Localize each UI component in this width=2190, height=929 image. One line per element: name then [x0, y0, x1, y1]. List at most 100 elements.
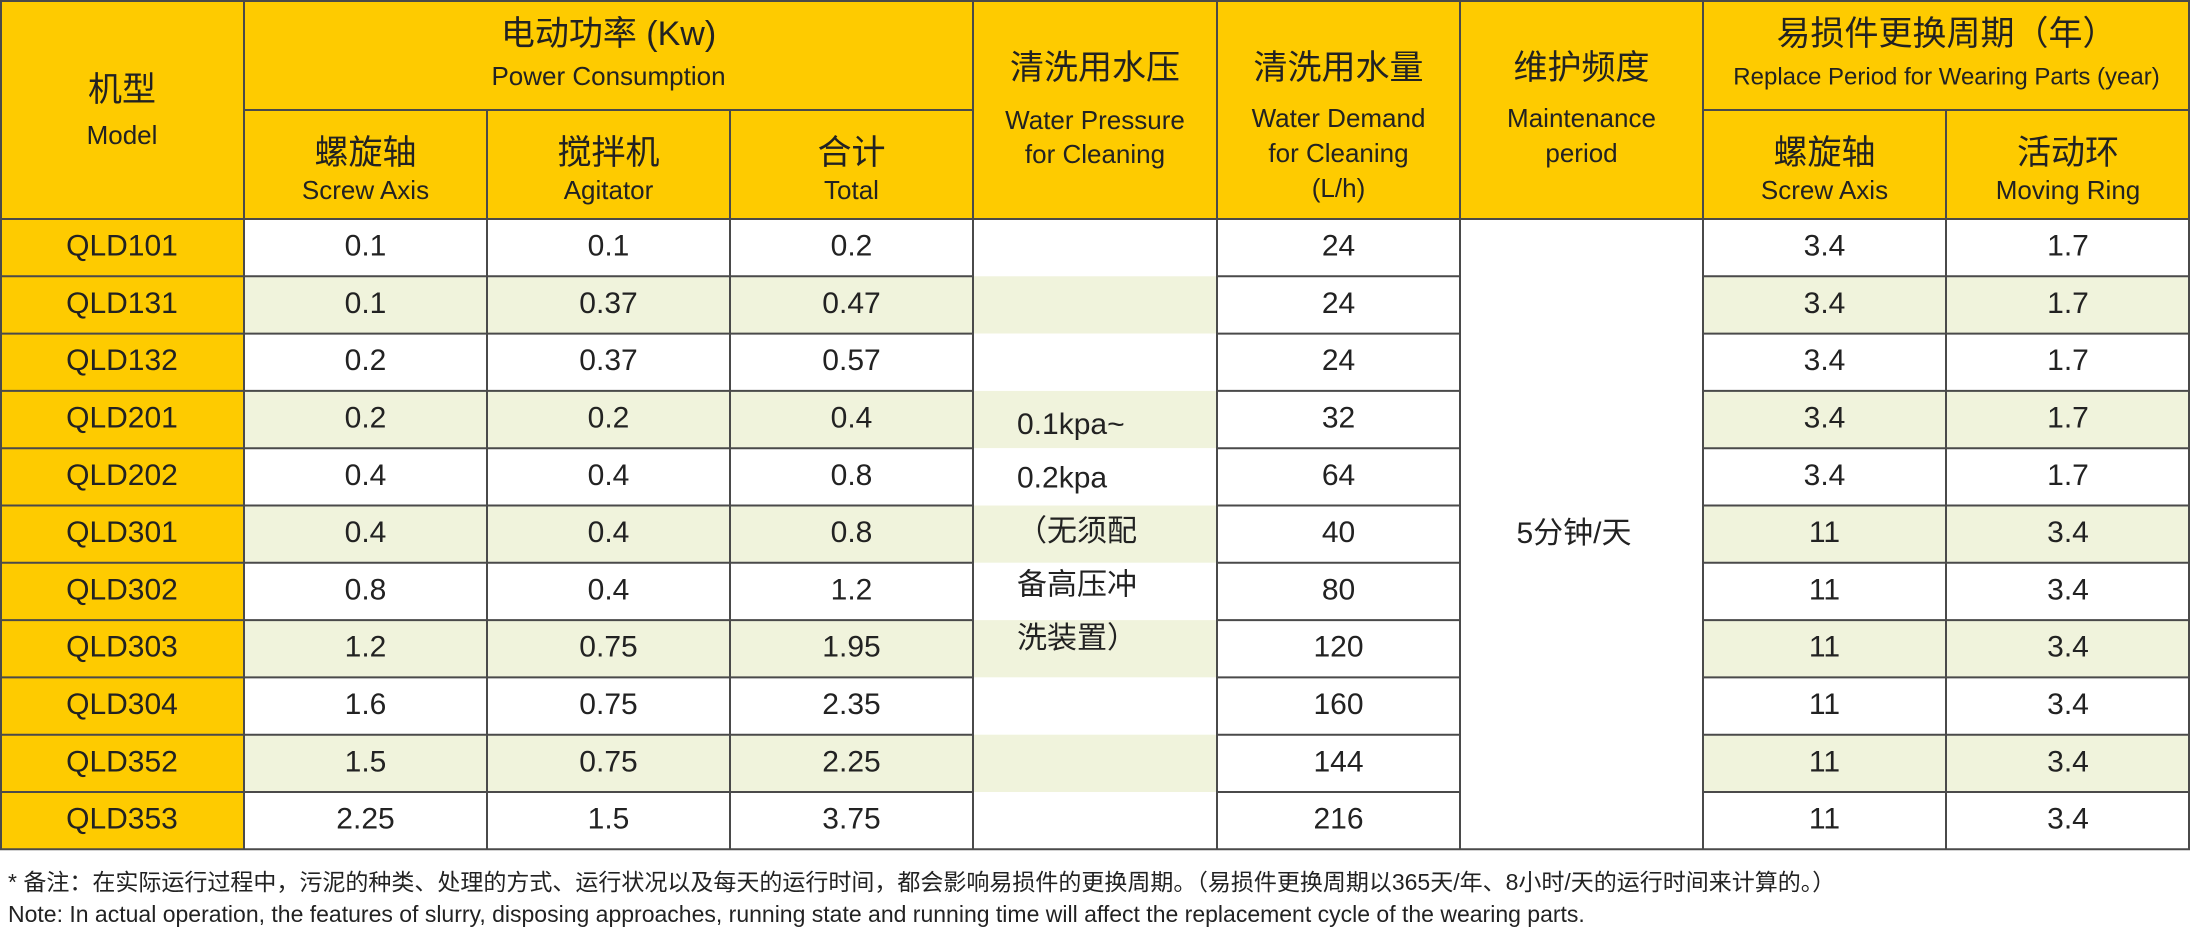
model-name: QLD131: [66, 287, 178, 320]
cell-bg: [244, 448, 487, 506]
cell-bg: [730, 219, 973, 277]
model-cell: [0, 677, 244, 735]
model-name: QLD101: [66, 230, 178, 263]
cell-bg: [973, 448, 1217, 506]
cell-bg: [1946, 620, 2190, 678]
cell-bg: [973, 219, 1217, 277]
model-cell: [0, 792, 244, 850]
cell-bg: [730, 734, 973, 792]
header-en: Water Demand: [1252, 103, 1426, 133]
cell-bg: [730, 505, 973, 563]
model-name: QLD301: [66, 516, 178, 549]
cell-bg: [973, 792, 1217, 850]
cell-value: 1.7: [2047, 459, 2089, 492]
cell-value: 0.1: [345, 230, 387, 263]
cell-bg: [730, 620, 973, 678]
header-zh: 螺旋轴: [1774, 134, 1876, 172]
header-en: for Cleaning: [1268, 138, 1408, 168]
header-zh: 合计: [818, 134, 886, 172]
water-pressure-text: 洗装置）: [1017, 622, 1137, 655]
header-zh: 清洗用水压: [1010, 49, 1180, 87]
cell-value: 0.1: [588, 230, 630, 263]
cell-value: 0.2: [831, 230, 873, 263]
header-en: Agitator: [564, 175, 654, 205]
header-zh: 维护频度: [1514, 49, 1650, 87]
cell-value: 3.4: [2047, 573, 2089, 606]
cell-value: 3.4: [1804, 230, 1846, 263]
header-zh: 易损件更换周期（年）: [1777, 15, 2117, 53]
cell-bg: [973, 677, 1217, 735]
cell-bg: [1946, 333, 2190, 391]
header-zh: 电动功率 (Kw): [501, 15, 716, 53]
cell-value: 0.1: [345, 287, 387, 320]
water-pressure-text: （无须配: [1017, 515, 1137, 548]
header-en: (L/h): [1312, 173, 1365, 203]
header-en: Water Pressure: [1005, 105, 1185, 135]
header-zh: 清洗用水量: [1254, 49, 1424, 87]
cell-bg: [1703, 276, 1946, 334]
model-name: QLD353: [66, 803, 178, 836]
cell-value: 0.4: [588, 573, 630, 606]
cell-bg: [1946, 448, 2190, 506]
model-cell: [0, 276, 244, 334]
model-name: QLD201: [66, 401, 178, 434]
cell-value: 3.4: [1804, 344, 1846, 377]
cell-bg: [1946, 390, 2190, 449]
header-zh: 螺旋轴: [315, 134, 417, 172]
model-cell: [0, 448, 244, 506]
model-name: QLD202: [66, 459, 178, 492]
cell-bg: [1703, 792, 1946, 850]
header-zh: 机型: [88, 71, 156, 109]
model-cell: [0, 333, 244, 391]
header-en: Moving Ring: [1996, 175, 2141, 205]
cell-bg: [244, 734, 487, 792]
cell-value: 0.75: [579, 631, 637, 664]
cell-bg: [1946, 562, 2190, 621]
header-en: Screw Axis: [302, 175, 429, 205]
header-en: for Cleaning: [1025, 139, 1165, 169]
cell-value: 1.7: [2047, 287, 2089, 320]
cell-bg: [1703, 562, 1946, 621]
cell-value: 1.7: [2047, 344, 2089, 377]
note-zh: * 备注：在实际运行过程中，污泥的种类、处理的方式、运行状况以及每天的运行时间，…: [8, 869, 1835, 895]
cell-bg: [487, 276, 730, 334]
cell-bg: [487, 390, 730, 449]
cell-bg: [487, 219, 730, 277]
header-en: Screw Axis: [1761, 175, 1888, 205]
cell-value: 0.8: [831, 516, 873, 549]
cell-value: 80: [1322, 573, 1355, 606]
cell-bg: [487, 448, 730, 506]
cell-bg: [487, 505, 730, 563]
model-name: QLD304: [66, 688, 178, 721]
cell-value: 1.95: [822, 631, 880, 664]
cell-value: 3.4: [2047, 516, 2089, 549]
model-cell: [0, 620, 244, 678]
cell-value: 1.2: [831, 573, 873, 606]
cell-bg: [730, 792, 973, 850]
model-cell: [0, 505, 244, 563]
cell-value: 3.75: [822, 803, 880, 836]
cell-value: 24: [1322, 287, 1355, 320]
cell-bg: [973, 276, 1217, 334]
cell-value: 0.75: [579, 688, 637, 721]
cell-value: 1.5: [588, 803, 630, 836]
cell-value: 24: [1322, 344, 1355, 377]
cell-bg: [1703, 448, 1946, 506]
cell-bg: [244, 390, 487, 449]
cell-bg: [1946, 792, 2190, 850]
cell-bg: [487, 620, 730, 678]
cell-bg: [1946, 505, 2190, 563]
cell-value: 0.57: [822, 344, 880, 377]
cell-bg: [730, 390, 973, 449]
cell-value: 0.37: [579, 344, 637, 377]
cell-value: 0.37: [579, 287, 637, 320]
model-name: QLD132: [66, 344, 178, 377]
cell-value: 0.2: [345, 401, 387, 434]
cell-value: 0.8: [345, 573, 387, 606]
header-zh: 搅拌机: [558, 134, 660, 172]
cell-value: 0.4: [588, 516, 630, 549]
header-zh: 活动环: [2017, 134, 2119, 172]
model-cell: [0, 562, 244, 621]
cell-value: 32: [1322, 401, 1355, 434]
